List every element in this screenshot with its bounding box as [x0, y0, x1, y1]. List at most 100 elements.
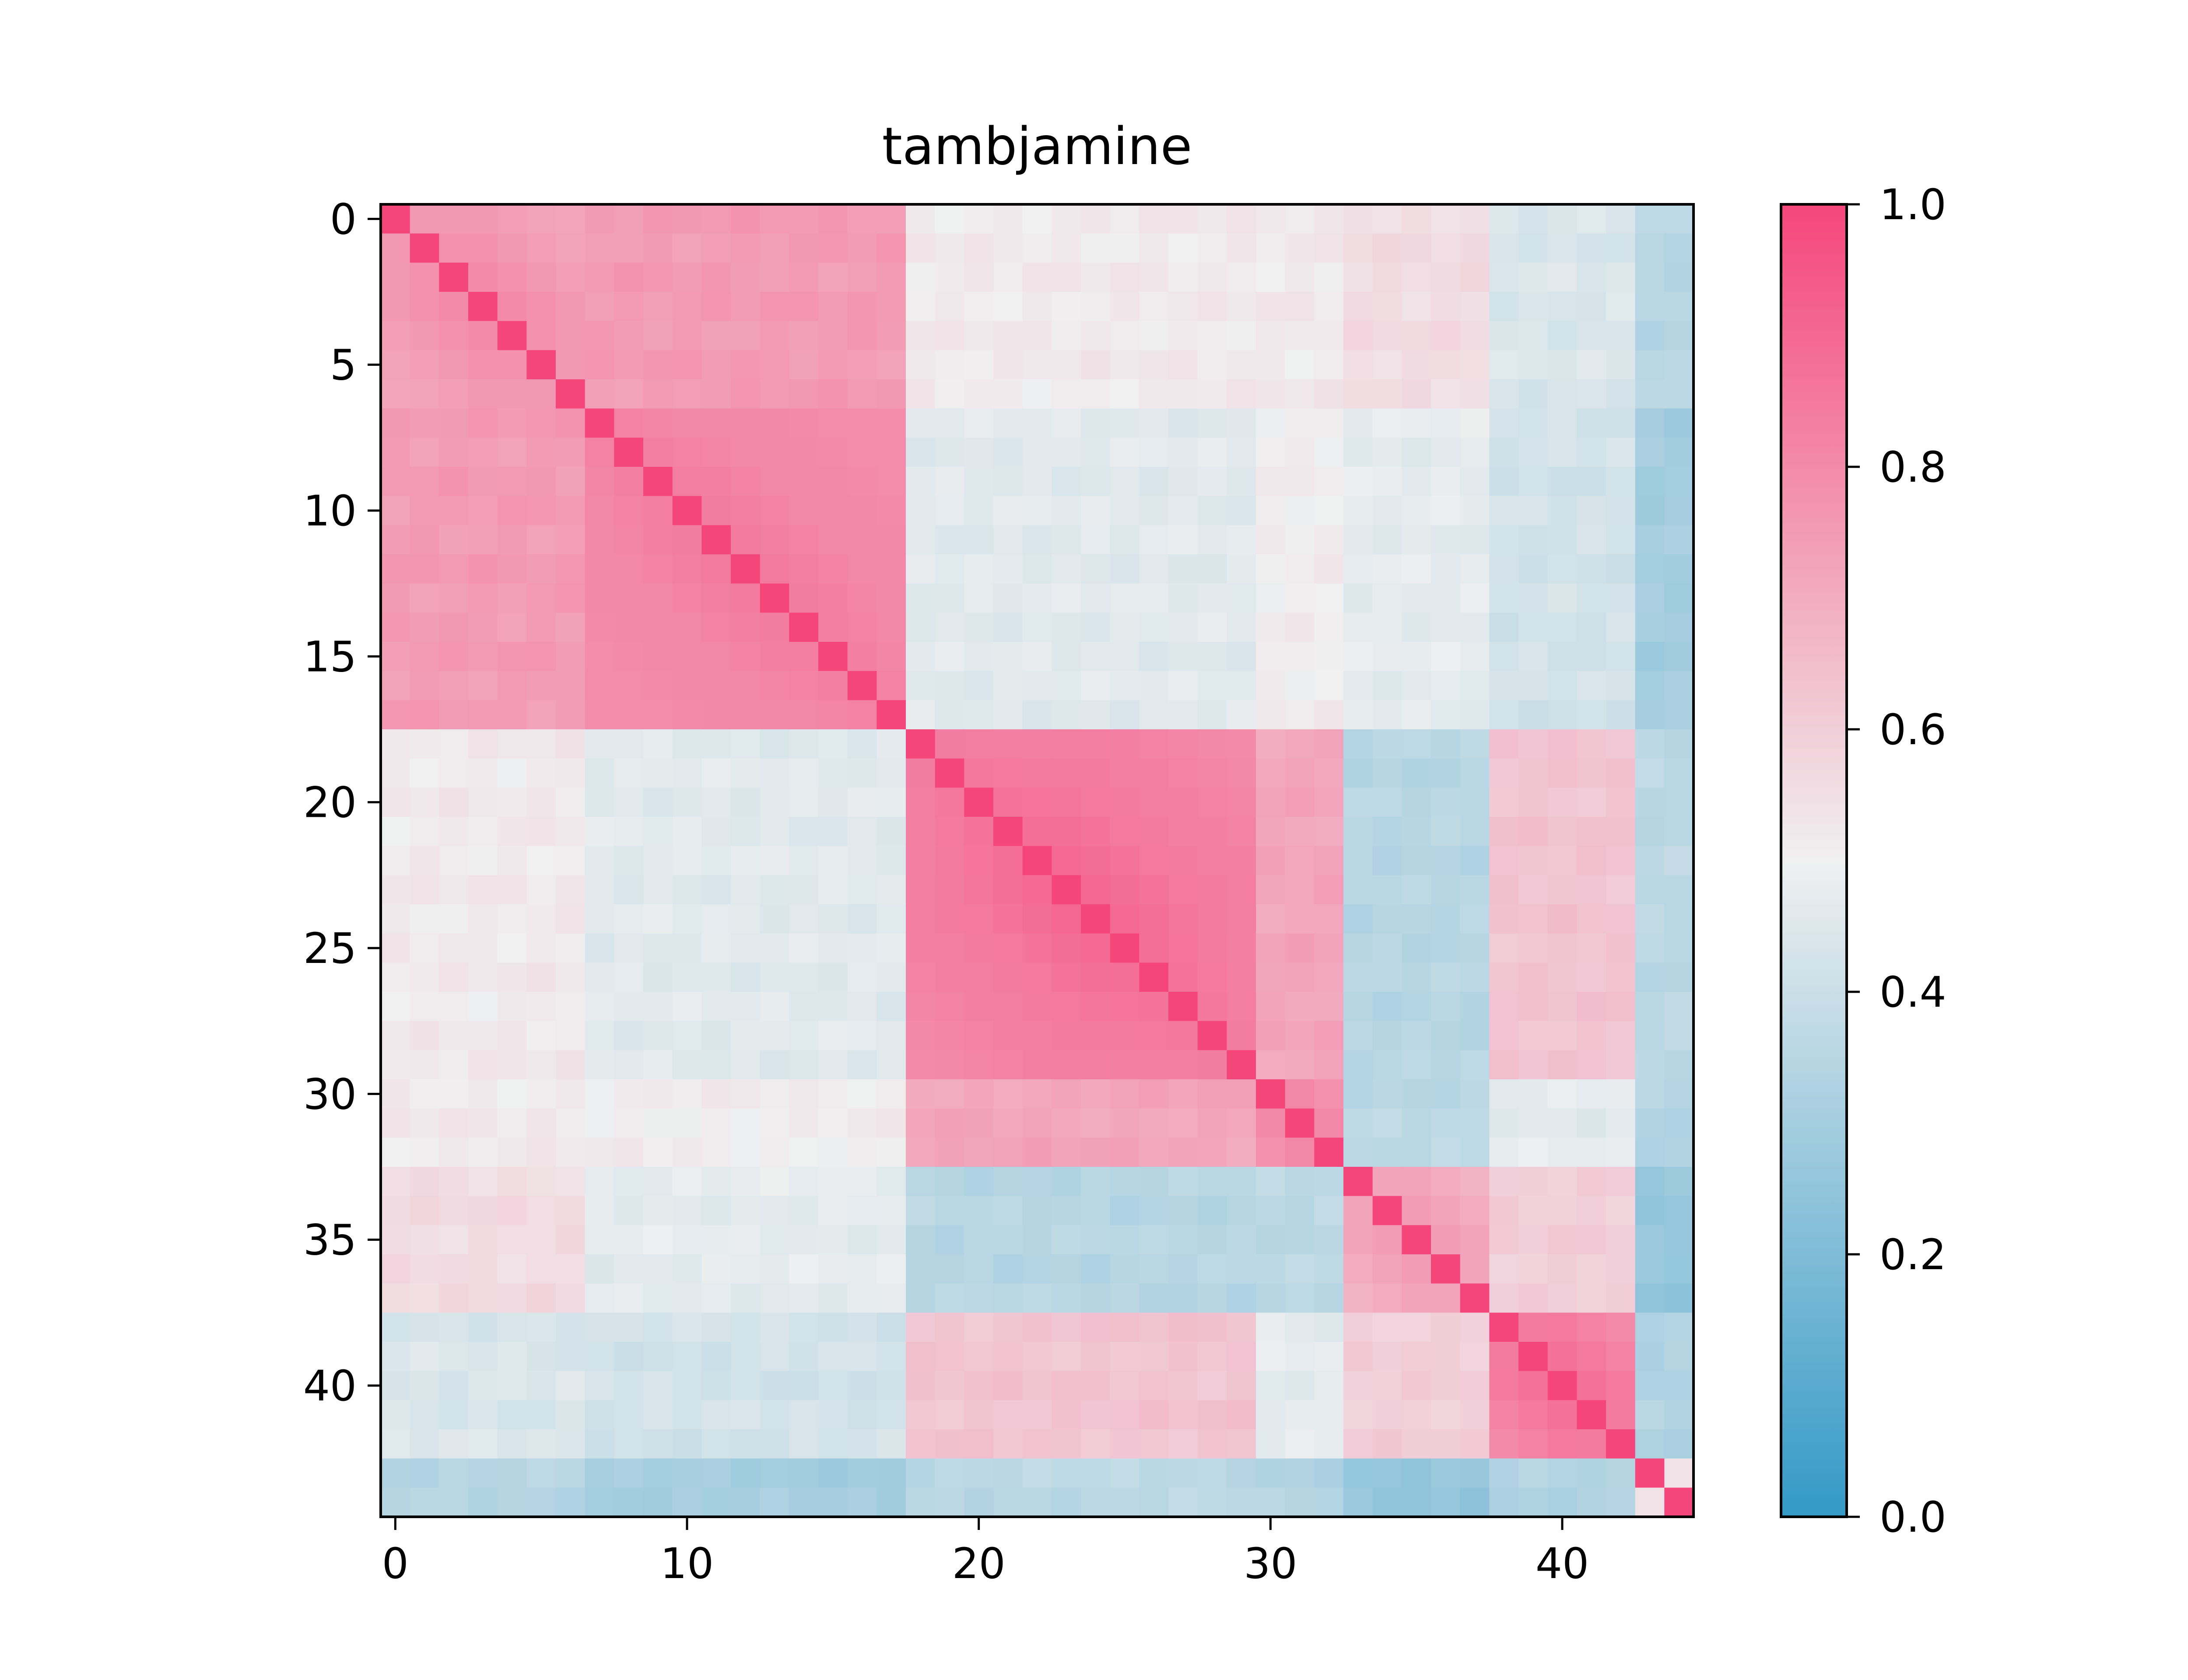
heatmap-cell: [1081, 1196, 1111, 1226]
heatmap-cell: [1431, 1312, 1461, 1342]
heatmap-cell: [906, 292, 936, 322]
heatmap-cell: [468, 1371, 498, 1401]
heatmap-cell: [1664, 1167, 1694, 1197]
heatmap-cell: [935, 1254, 965, 1284]
heatmap-cell: [585, 671, 615, 701]
heatmap-cell: [468, 1108, 498, 1138]
heatmap-cell: [643, 904, 673, 934]
heatmap-cell: [847, 379, 877, 409]
heatmap-cell: [556, 204, 586, 234]
heatmap-cell: [526, 496, 556, 526]
heatmap-cell: [1606, 933, 1636, 963]
heatmap-cell: [526, 1400, 556, 1430]
heatmap-cell: [1489, 379, 1519, 409]
heatmap-cell: [1635, 262, 1665, 292]
heatmap-cell: [672, 233, 702, 263]
heatmap-cell: [1314, 700, 1344, 730]
heatmap-cell: [1256, 846, 1286, 876]
heatmap-cell: [439, 904, 469, 934]
heatmap-cell: [964, 962, 994, 992]
heatmap-cell: [585, 1079, 615, 1109]
heatmap-cell: [1110, 700, 1140, 730]
heatmap-cell: [556, 817, 586, 847]
heatmap-cell: [847, 1108, 877, 1138]
heatmap-cell: [1314, 992, 1344, 1022]
heatmap-cell: [993, 875, 1023, 905]
heatmap-cell: [1489, 525, 1519, 555]
heatmap-cell: [614, 233, 644, 263]
heatmap-cell: [614, 758, 644, 788]
heatmap-cell: [964, 817, 994, 847]
heatmap-cell: [1139, 1371, 1169, 1401]
heatmap-cell: [1664, 788, 1694, 817]
heatmap-cell: [1547, 817, 1578, 847]
heatmap-cell: [1285, 321, 1315, 351]
heatmap-cell: [1606, 788, 1636, 817]
heatmap-cell: [847, 1050, 877, 1080]
heatmap-cell: [760, 408, 790, 438]
heatmap-cell: [526, 1021, 556, 1051]
heatmap-cell: [906, 846, 936, 876]
heatmap-cell: [381, 350, 410, 380]
heatmap-cell: [1022, 1488, 1052, 1517]
heatmap-cell: [1314, 1400, 1344, 1430]
heatmap-cell: [439, 438, 469, 467]
heatmap-cell: [1052, 1429, 1081, 1459]
heatmap-cell: [1343, 817, 1373, 847]
heatmap-cell: [381, 496, 410, 526]
heatmap-cell: [614, 992, 644, 1022]
heatmap-cell: [439, 1108, 469, 1138]
heatmap-cell: [1431, 467, 1461, 497]
heatmap-cell: [468, 671, 498, 701]
heatmap-cell: [789, 1050, 819, 1080]
heatmap-cell: [1547, 1400, 1578, 1430]
heatmap-cell: [1227, 1312, 1256, 1342]
heatmap-cell: [410, 1167, 440, 1197]
heatmap-cell: [1489, 350, 1519, 380]
heatmap-cell: [468, 1196, 498, 1226]
heatmap-cell: [964, 379, 994, 409]
heatmap-cell: [1022, 700, 1052, 730]
heatmap-cell: [993, 438, 1023, 467]
heatmap-cell: [1081, 846, 1111, 876]
heatmap-cell: [1110, 933, 1140, 963]
heatmap-cell: [1081, 1429, 1111, 1459]
heatmap-cell: [614, 875, 644, 905]
heatmap-cell: [439, 554, 469, 584]
heatmap-cell: [760, 1342, 790, 1372]
heatmap-cell: [1052, 496, 1081, 526]
heatmap-cell: [1256, 1138, 1286, 1167]
heatmap-cell: [1489, 1108, 1519, 1138]
heatmap-cell: [847, 408, 877, 438]
heatmap-cell: [643, 350, 673, 380]
heatmap-cell: [1285, 1050, 1315, 1080]
heatmap-cell: [1343, 321, 1373, 351]
heatmap-cell: [1343, 350, 1373, 380]
heatmap-cell: [1489, 467, 1519, 497]
heatmap-cell: [1052, 233, 1081, 263]
heatmap-cell: [1139, 262, 1169, 292]
heatmap-cell: [1314, 1079, 1344, 1109]
heatmap-cell: [1285, 933, 1315, 963]
heatmap-cell: [1664, 729, 1694, 759]
heatmap-cell: [468, 700, 498, 730]
heatmap-cell: [1547, 788, 1578, 817]
heatmap-cell: [585, 1108, 615, 1138]
heatmap-cell: [1343, 788, 1373, 817]
heatmap-cell: [1343, 846, 1373, 876]
heatmap-cell: [818, 408, 848, 438]
heatmap-cell: [1314, 408, 1344, 438]
heatmap-cell: [1285, 262, 1315, 292]
heatmap-cell: [1139, 1225, 1169, 1255]
heatmap-cell: [1460, 1196, 1490, 1226]
heatmap-cell: [847, 496, 877, 526]
heatmap-cell: [847, 1429, 877, 1459]
heatmap-cell: [877, 321, 906, 351]
heatmap-cell: [1402, 1371, 1431, 1401]
heatmap-cell: [1168, 846, 1198, 876]
heatmap-cell: [1022, 1196, 1052, 1226]
heatmap-cell: [1635, 612, 1665, 642]
heatmap-cell: [1343, 1167, 1373, 1197]
heatmap-cell: [556, 788, 586, 817]
heatmap-cell: [672, 1167, 702, 1197]
